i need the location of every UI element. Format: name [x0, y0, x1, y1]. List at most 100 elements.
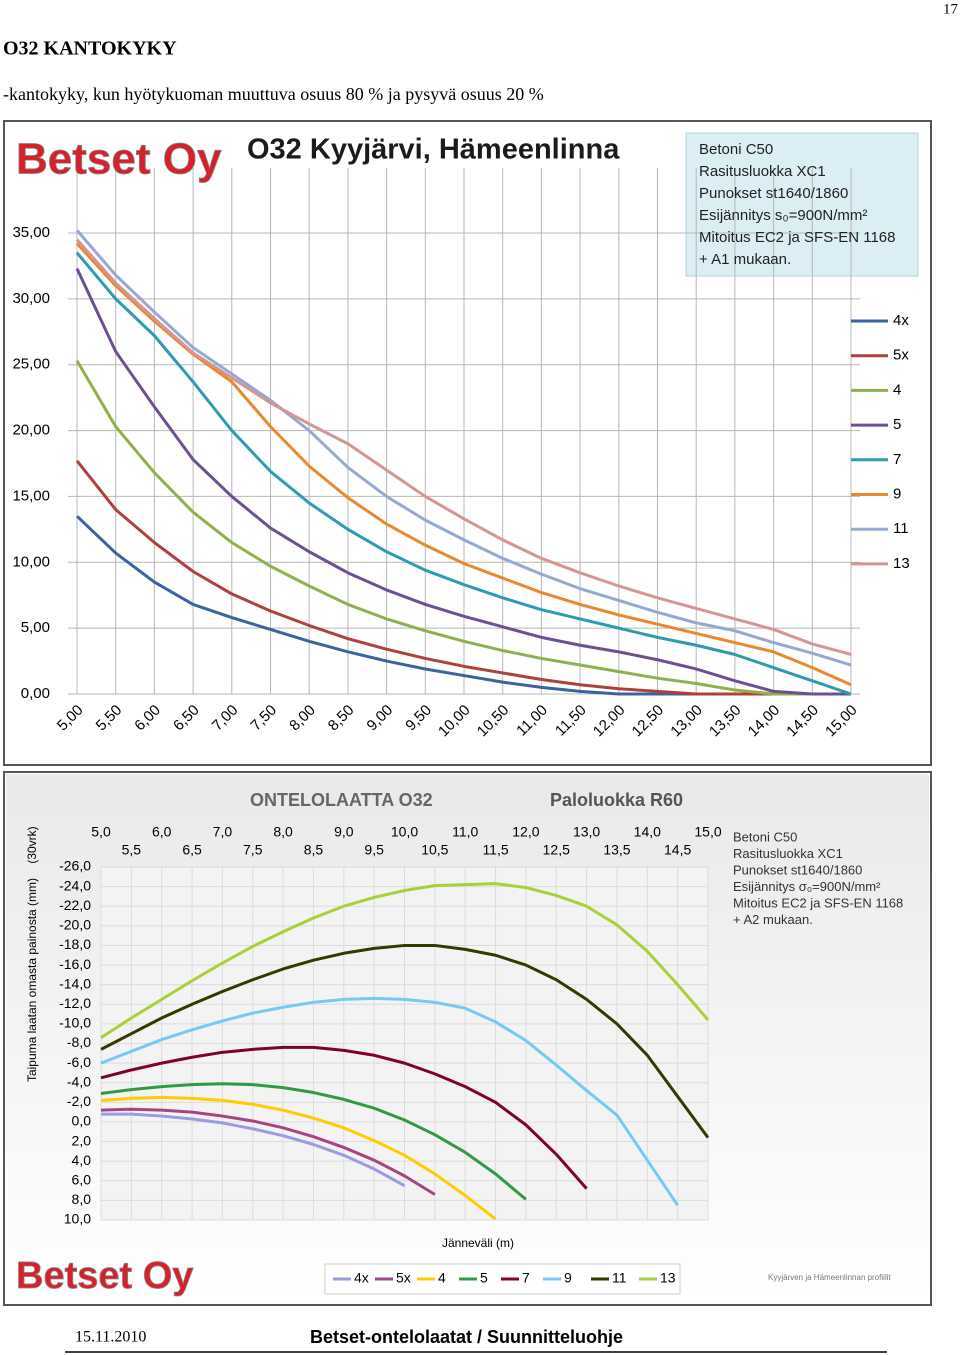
y-tick-label: 4,0 — [72, 1152, 92, 1168]
y-tick-label: 0,0 — [72, 1113, 92, 1129]
x-tick-label: 9,5 — [364, 842, 384, 858]
data-line — [75, 360, 851, 696]
legend-label: 4x — [354, 1270, 369, 1286]
data-line — [75, 229, 852, 667]
info-box — [685, 132, 919, 277]
y-tick-label: -6,0 — [67, 1054, 91, 1070]
x-tick-label: 7,0 — [213, 824, 233, 840]
data-line — [100, 1095, 497, 1221]
x-tick-label: 12,5 — [543, 842, 570, 858]
data-line — [101, 1112, 406, 1187]
chart-title: O32 Kyyjärvi, Hämeenlinna — [247, 134, 620, 166]
y-tick-label: 15,00 — [12, 487, 50, 504]
legend-label: 4x — [893, 312, 909, 329]
x-tick-label: 15,0 — [694, 824, 721, 840]
y-tick-label: -12,0 — [59, 995, 91, 1011]
footer-title: Betset-ontelolaatat / Suunnitteluohje — [310, 1327, 623, 1347]
x-tick-label: 11,0 — [452, 824, 478, 840]
legend-label: 9 — [564, 1270, 572, 1286]
data-line — [75, 459, 851, 696]
info-line: Rasitusluokka XC1 — [733, 846, 843, 861]
legend-label: 9 — [893, 485, 901, 502]
legend-label: 5 — [480, 1270, 488, 1286]
y-tick-label: 10,0 — [64, 1211, 91, 1227]
info-line: Punokset st1640/1860 — [699, 185, 848, 202]
data-line — [75, 267, 851, 696]
info-line: Esijännitys s₀=900N/mm² — [699, 207, 867, 224]
data-line — [75, 251, 852, 696]
legend-label: 4 — [438, 1270, 446, 1286]
y-tick-label: 5,00 — [21, 619, 50, 636]
legend-label: 13 — [893, 555, 910, 572]
info-line: + A1 mukaan. — [699, 251, 791, 268]
y-tick-label: -22,0 — [59, 897, 91, 913]
x-tick-label: 14,0 — [634, 824, 661, 840]
page-number: 17 — [943, 1, 959, 17]
y-axis-label: Taipuma laatan omasta painosta (mm) — [25, 878, 39, 1082]
x-tick-label: 14,5 — [664, 842, 691, 858]
data-line — [75, 238, 852, 656]
y-tick-label: 6,0 — [72, 1171, 92, 1187]
footer-date: 15.11.2010 — [75, 1329, 146, 1346]
x-tick-label: 10,5 — [421, 842, 448, 858]
legend-label: 7 — [893, 451, 901, 468]
x-tick-label: 13,0 — [573, 824, 600, 840]
y-tick-label: 20,00 — [12, 422, 50, 439]
info-line: + A2 mukaan. — [733, 912, 813, 927]
y-tick-label: 0,00 — [21, 685, 50, 702]
y-tick-label: -4,0 — [67, 1073, 91, 1089]
y-tick-label: -24,0 — [59, 877, 91, 893]
x-tick-label: 12,0 — [512, 824, 539, 840]
x-axis-label: Jänneväli (m) — [442, 1236, 514, 1250]
y-tick-label: -20,0 — [59, 917, 91, 933]
y-tick-label: 2,0 — [72, 1132, 92, 1148]
x-tick-label: 5,0 — [91, 824, 111, 840]
x-tick-label: 8,0 — [273, 824, 293, 840]
heading: O32 KANTOKYKY — [3, 38, 177, 60]
x-tick-label: 6,0 — [152, 824, 172, 840]
x-tick-label: 6,5 — [182, 842, 202, 858]
x-tick-label: 10,0 — [391, 824, 418, 840]
data-line — [100, 943, 710, 1139]
data-line — [100, 882, 710, 1039]
y-tick-label: 25,00 — [12, 356, 50, 373]
logo: Betset Oy — [16, 1255, 193, 1297]
chart-title: ONTELOLAATTA O32 — [250, 790, 433, 810]
legend-label: 13 — [660, 1270, 676, 1286]
subtitle: -kantokyky, kun hyötykuoman muuttuva osu… — [3, 84, 544, 104]
info-line: Mitoitus EC2 ja SFS-EN 1168 — [699, 229, 895, 246]
info-line: Rasitusluokka XC1 — [699, 163, 826, 180]
chart-subtitle: Paloluokka R60 — [550, 790, 683, 810]
x-tick-label: 13,5 — [603, 842, 630, 858]
x-tick-label: 11,5 — [482, 842, 508, 858]
y-tick-label: 8,0 — [72, 1191, 92, 1207]
x-tick-label: 9,0 — [334, 824, 354, 840]
legend-label: 4 — [893, 381, 901, 398]
legend-label: 5 — [893, 416, 901, 433]
data-line — [100, 1107, 436, 1196]
data-line — [100, 1082, 527, 1201]
info-line: Betoni C50 — [733, 829, 797, 844]
info-line: Punokset st1640/1860 — [733, 862, 862, 877]
y-tick-label: 30,00 — [12, 290, 50, 307]
y-tick-label: -16,0 — [59, 956, 91, 972]
y-tick-label: -8,0 — [67, 1034, 91, 1050]
info-line: Mitoitus EC2 ja SFS-EN 1168 — [733, 895, 903, 910]
y-tick-label: -26,0 — [59, 858, 91, 874]
data-line — [100, 996, 679, 1207]
legend-label: 11 — [612, 1270, 627, 1286]
x-tick-label: 7,5 — [243, 842, 263, 858]
y-tick-label: -18,0 — [59, 936, 91, 952]
x-tick-label: 8,5 — [304, 842, 324, 858]
data-line — [100, 1045, 588, 1190]
data-line — [75, 242, 852, 687]
y-tick-label: 10,00 — [12, 553, 50, 570]
y-axis-note: (30vrk) — [25, 826, 39, 863]
info-line: Esijännitys σ₀=900N/mm² — [733, 879, 881, 894]
legend-label: 5x — [893, 347, 909, 364]
legend-label: 7 — [522, 1270, 530, 1286]
note: Kyyjärven ja Hämeenlinnan profiilit — [768, 1273, 892, 1282]
y-tick-label: -2,0 — [67, 1093, 91, 1109]
logo: Betset Oy — [16, 135, 222, 184]
